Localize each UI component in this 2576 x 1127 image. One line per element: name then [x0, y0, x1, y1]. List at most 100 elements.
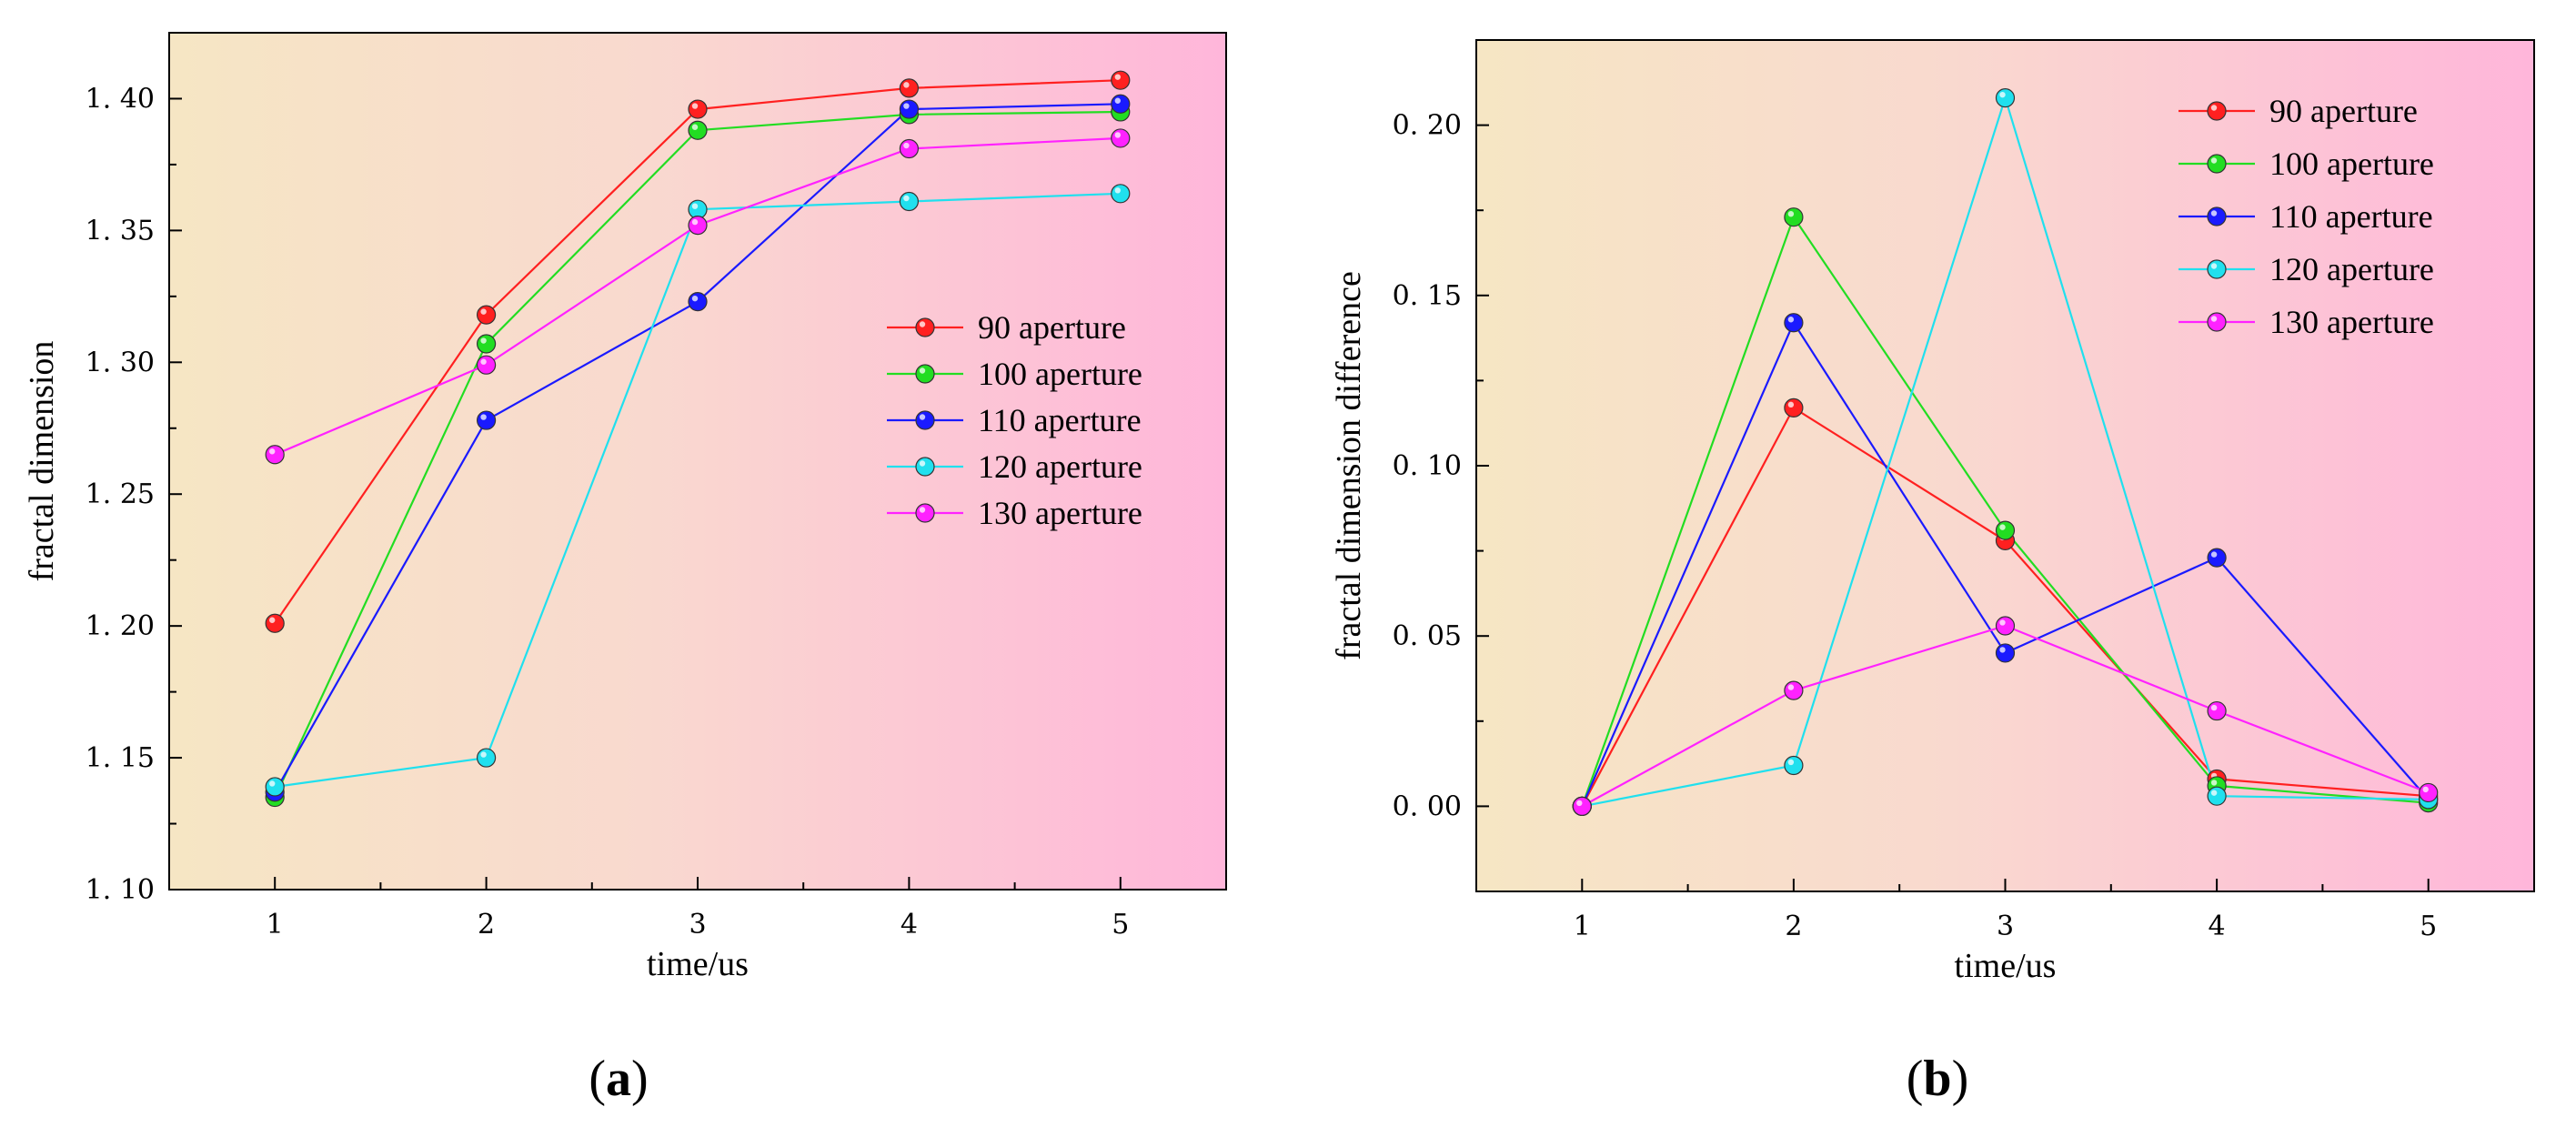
- y-tick-label: 0. 10: [1393, 450, 1462, 482]
- panel-a-letter: a: [606, 1051, 631, 1107]
- legend-marker-highlight: [2210, 210, 2218, 216]
- panel-label-b: (b): [1907, 1051, 1968, 1107]
- data-point-highlight: [691, 124, 699, 130]
- data-point: [2207, 548, 2227, 568]
- data-point-highlight: [1999, 619, 2006, 626]
- y-tick-label: 0. 05: [1393, 620, 1462, 652]
- legend-label: 90 aperture: [2269, 93, 2418, 129]
- x-axis-title: time/us: [1955, 947, 2057, 985]
- y-axis-title: fractal dimension difference: [1330, 271, 1368, 660]
- data-point-highlight: [691, 218, 699, 226]
- legend-marker: [915, 503, 935, 523]
- data-point-highlight: [2210, 704, 2218, 711]
- panel-b-letter: b: [1923, 1051, 1951, 1107]
- y-tick-label: 1. 40: [86, 83, 155, 115]
- data-point: [1111, 184, 1131, 204]
- data-point: [476, 305, 497, 325]
- x-tick-label: 1: [1574, 911, 1591, 942]
- data-point-highlight: [1576, 800, 1583, 807]
- y-tick-label: 1. 30: [86, 347, 155, 378]
- legend-marker-highlight: [919, 414, 926, 420]
- panel-a-close: ): [631, 1051, 649, 1107]
- plot-frame: [168, 32, 1227, 891]
- data-point-highlight: [480, 337, 487, 344]
- legend-label: 120 aperture: [978, 448, 1142, 485]
- data-point-highlight: [2422, 786, 2429, 793]
- data-point-highlight: [1999, 647, 2006, 653]
- legend-marker-highlight: [919, 367, 926, 374]
- legend-a: 90 aperture 100 aperture 110 aperture 120 a…: [887, 309, 1142, 531]
- data-point: [265, 613, 285, 633]
- data-point-highlight: [1787, 684, 1795, 690]
- data-point: [899, 191, 920, 212]
- panel-b-close: ): [1952, 1051, 1969, 1107]
- y-tick-label: 0. 20: [1393, 110, 1462, 142]
- legend-label: 100 aperture: [2269, 146, 2434, 182]
- data-point-highlight: [2210, 780, 2218, 786]
- data-point-highlight: [2210, 551, 2218, 558]
- data-point: [1995, 520, 2016, 540]
- data-point: [476, 410, 497, 430]
- data-point: [2419, 782, 2439, 803]
- data-point-highlight: [480, 414, 487, 420]
- legend-label: 110 aperture: [2269, 198, 2433, 235]
- y-tick-label: 1. 15: [86, 742, 155, 774]
- data-point: [265, 777, 285, 797]
- data-point: [688, 292, 708, 312]
- data-point: [1784, 313, 1804, 333]
- legend-marker: [2207, 154, 2227, 174]
- y-tick-label: 1. 20: [86, 610, 155, 642]
- data-point: [265, 445, 285, 465]
- x-tick-label: 2: [1785, 911, 1802, 942]
- data-point: [1995, 88, 2016, 108]
- legend-marker-highlight: [919, 460, 926, 467]
- x-tick-label: 1: [267, 909, 284, 941]
- data-point: [1784, 680, 1804, 700]
- data-point: [899, 99, 920, 119]
- data-point: [1784, 207, 1804, 227]
- x-tick-label: 2: [478, 909, 495, 941]
- data-point: [2207, 786, 2227, 806]
- y-tick-label: 1. 10: [86, 874, 155, 906]
- y-tick-label: 1. 25: [86, 478, 155, 510]
- y-axis-title: fractal dimension: [23, 341, 61, 582]
- x-tick-label: 5: [2420, 911, 2437, 942]
- x-tick-label: 5: [1112, 909, 1129, 941]
- data-point: [1995, 616, 2016, 636]
- x-tick-label: 4: [901, 909, 918, 941]
- data-point: [1111, 70, 1131, 90]
- legend-marker: [2207, 101, 2227, 121]
- legend-marker: [915, 457, 935, 477]
- legend-marker-highlight: [2210, 157, 2218, 164]
- data-point-highlight: [903, 82, 910, 88]
- data-point-highlight: [1114, 132, 1122, 138]
- data-point-highlight: [1999, 91, 2006, 98]
- data-point: [899, 78, 920, 98]
- data-point-highlight: [269, 780, 276, 787]
- data-point-highlight: [480, 751, 487, 758]
- legend-label: 120 aperture: [2269, 251, 2434, 287]
- data-point-highlight: [691, 103, 699, 109]
- data-point-highlight: [1787, 401, 1795, 408]
- plot-frame: [1475, 39, 2535, 892]
- y-tick-label: 0. 15: [1393, 280, 1462, 312]
- panel-b-open: (: [1907, 1051, 1924, 1107]
- data-point: [476, 748, 497, 768]
- data-point: [899, 138, 920, 159]
- legend-label: 130 aperture: [2269, 304, 2434, 340]
- chart-a: 1. 10 1. 15 1. 20 1. 25 1. 30 1. 35 1. 40 1 2 3 4 5…: [23, 32, 1227, 983]
- data-point: [1111, 128, 1131, 148]
- panel-a-open: (: [589, 1051, 606, 1107]
- x-tick-label: 3: [1997, 911, 2014, 942]
- data-point-highlight: [903, 195, 910, 202]
- data-point: [1572, 796, 1592, 817]
- data-point-highlight: [903, 103, 910, 109]
- plot-area-b: [1476, 40, 2534, 891]
- y-tick-label: 1. 35: [86, 215, 155, 247]
- data-point: [688, 120, 708, 140]
- data-point-highlight: [269, 448, 276, 455]
- legend-marker: [2207, 312, 2227, 332]
- data-point-highlight: [269, 617, 276, 623]
- legend-label: 100 aperture: [978, 356, 1142, 392]
- legend-marker: [915, 364, 935, 384]
